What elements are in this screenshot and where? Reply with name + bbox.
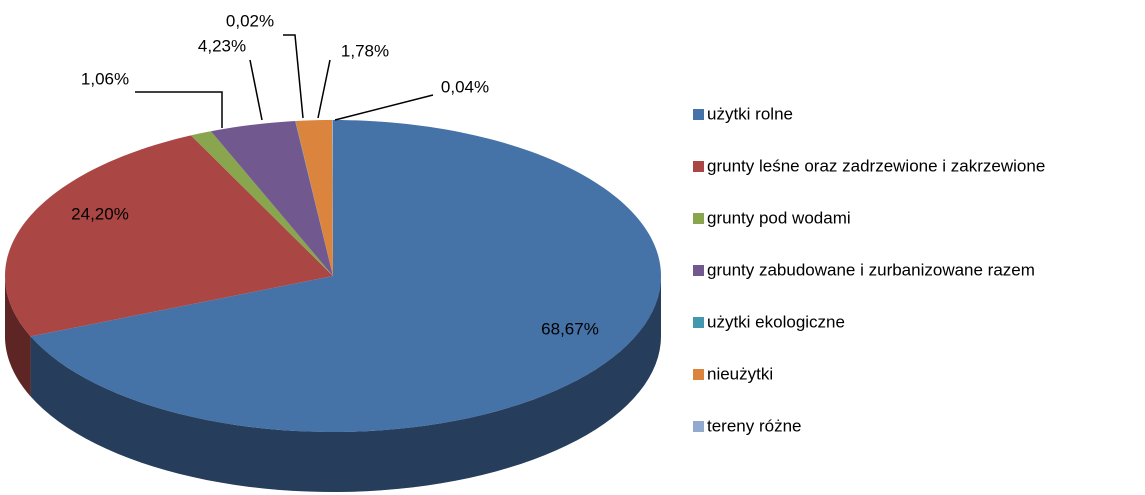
legend-label: nieużytki <box>707 364 773 383</box>
legend-label: grunty pod wodami <box>707 208 851 227</box>
legend-label: grunty leśne oraz zadrzewione i zakrzewi… <box>707 156 1045 175</box>
slice-side <box>5 276 31 397</box>
legend-swatch <box>693 369 704 380</box>
leader-line <box>249 59 263 121</box>
legend-label: grunty zabudowane i zurbanizowane razem <box>707 260 1035 279</box>
legend-swatch <box>693 265 704 276</box>
leader-line <box>334 94 434 121</box>
slice <box>210 121 333 276</box>
legend-swatch <box>693 317 704 328</box>
data-label: 4,23% <box>198 36 246 55</box>
data-label: 68,67% <box>541 319 599 338</box>
data-label: 0,04% <box>441 77 489 96</box>
data-label: 24,20% <box>71 204 129 223</box>
slice-side <box>30 276 661 492</box>
slice <box>332 120 333 276</box>
data-label: 1,06% <box>81 69 129 88</box>
leader-line <box>135 91 223 128</box>
legend-label: użytki ekologiczne <box>707 312 845 331</box>
legend-swatch <box>693 161 704 172</box>
slice <box>295 121 333 276</box>
slice <box>5 135 333 337</box>
data-label: 0,02% <box>226 11 274 30</box>
slice <box>30 120 661 432</box>
legend-swatch <box>693 421 704 432</box>
slice-side-shade <box>30 276 661 492</box>
legend-label: użytki rolne <box>707 104 793 123</box>
legend-swatch <box>693 213 704 224</box>
slice-side-shade <box>5 276 31 397</box>
legend-label: tereny różne <box>707 416 802 435</box>
slice <box>295 120 333 277</box>
slice <box>190 131 333 276</box>
legend-swatch <box>693 109 704 120</box>
leader-line <box>317 59 331 119</box>
leader-line <box>283 34 304 119</box>
data-label: 1,78% <box>341 41 389 60</box>
